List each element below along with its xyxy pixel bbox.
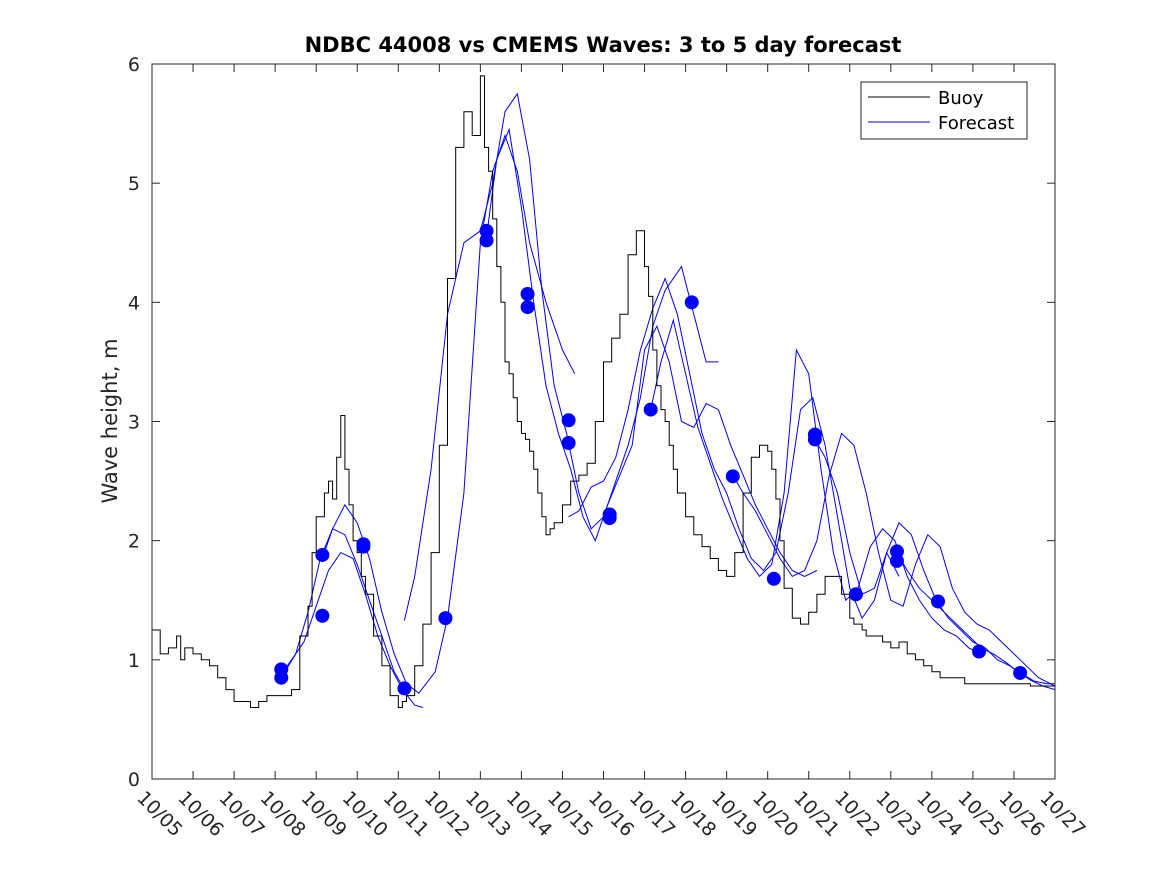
forecast-line xyxy=(280,528,407,694)
legend: Buoy Forecast xyxy=(860,81,1028,140)
forecast-marker xyxy=(602,511,617,526)
forecast-marker xyxy=(561,413,576,428)
forecast-line xyxy=(486,127,818,577)
plot-area xyxy=(152,75,1055,708)
forecast-line xyxy=(650,318,982,655)
forecast-marker xyxy=(520,300,535,315)
forecast-marker xyxy=(931,594,946,609)
forecast-line xyxy=(321,133,576,694)
y-tick-label: 2 xyxy=(128,531,140,553)
forecast-marker xyxy=(807,432,822,447)
forecast-marker xyxy=(356,539,371,554)
forecast-marker xyxy=(274,670,289,685)
forecast-marker xyxy=(848,587,863,602)
forecast-marker xyxy=(315,608,330,623)
chart-title: NDBC 44008 vs CMEMS Waves: 3 to 5 day fo… xyxy=(305,33,902,57)
forecast-line xyxy=(568,277,900,620)
forecast-marker xyxy=(725,469,740,484)
forecast-line xyxy=(403,92,719,621)
forecast-marker xyxy=(684,295,699,310)
y-axis-label: Wave height, m xyxy=(98,338,122,503)
y-tick-label: 1 xyxy=(128,650,140,672)
y-tick-label: 4 xyxy=(128,292,140,314)
y-tick-label: 5 xyxy=(128,173,140,195)
y-tick-label: 6 xyxy=(128,54,140,76)
forecast-marker xyxy=(766,571,781,586)
forecast-marker xyxy=(972,644,987,659)
forecast-marker xyxy=(889,553,904,568)
legend-forecast-label: Forecast xyxy=(938,113,1014,134)
legend-buoy-label: Buoy xyxy=(938,88,984,109)
legend-box xyxy=(860,81,1028,140)
forecast-line xyxy=(896,552,1055,691)
forecast-marker xyxy=(315,547,330,562)
forecast-marker xyxy=(643,402,658,417)
forecast-marker xyxy=(397,681,412,696)
forecast-marker xyxy=(438,611,453,626)
forecast-marker xyxy=(520,286,535,301)
y-tick-label: 3 xyxy=(128,412,140,434)
y-tick-label: 0 xyxy=(128,769,140,791)
buoy-line xyxy=(152,75,1055,708)
forecast-marker xyxy=(479,233,494,248)
axes-box xyxy=(151,63,1056,780)
forecast-marker xyxy=(1013,665,1028,680)
forecast-marker xyxy=(561,435,576,450)
